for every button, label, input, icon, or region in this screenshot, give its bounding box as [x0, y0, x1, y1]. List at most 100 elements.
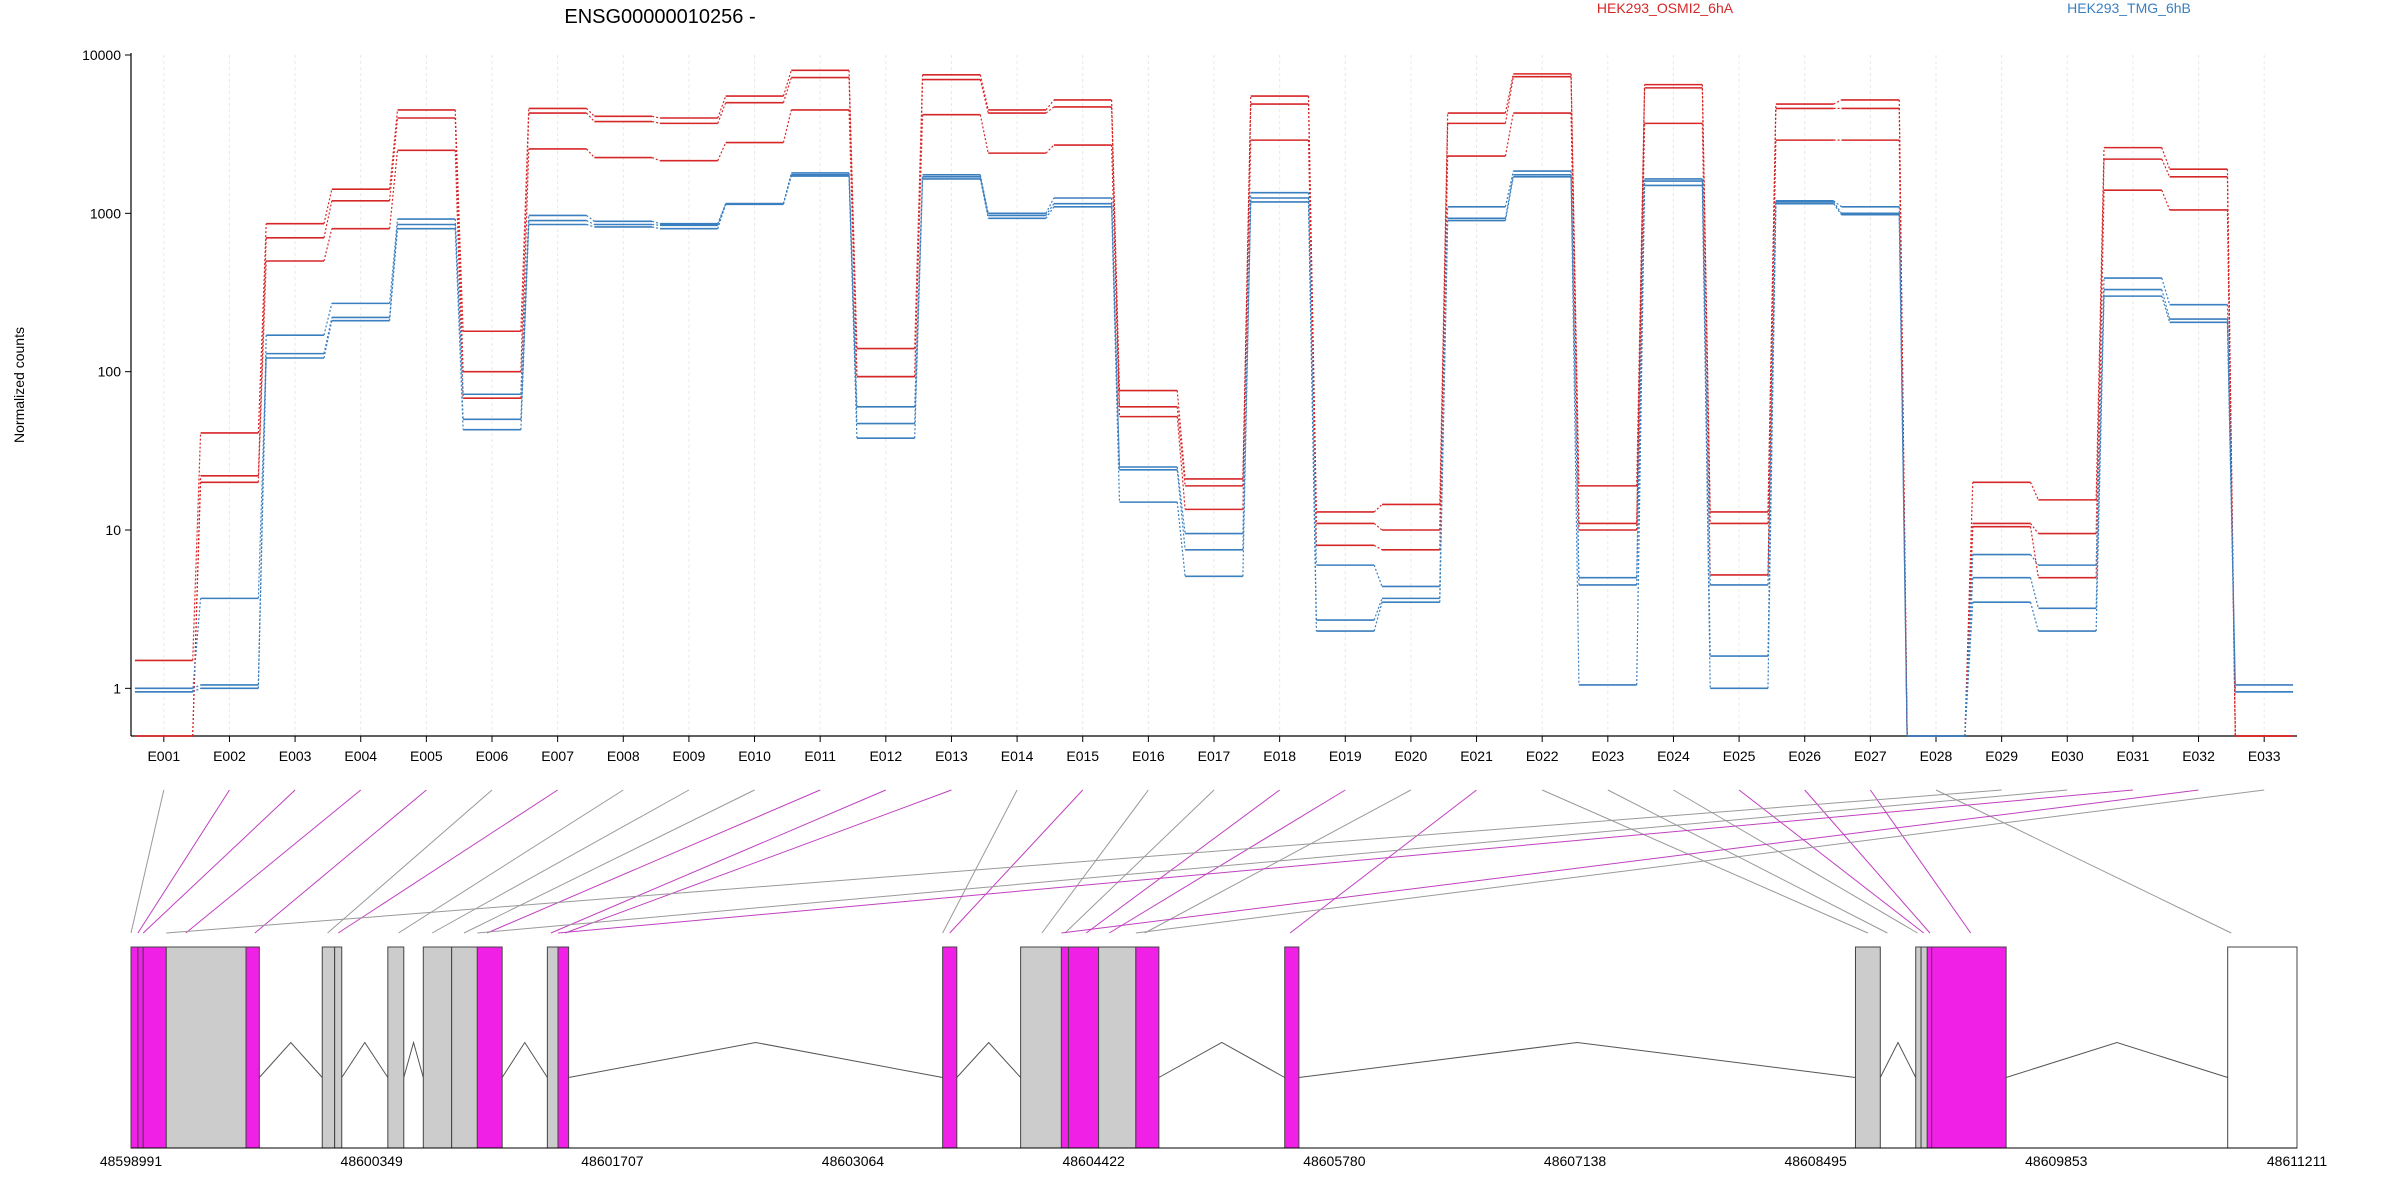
series-connector: [1373, 602, 1383, 632]
x-tick-label: E002: [213, 748, 246, 764]
series-connector: [1701, 178, 1711, 585]
legend-entry-osmi2: HEK293_OSMI2_6hA: [1597, 0, 1734, 16]
exon-connector: [398, 789, 624, 934]
exon-block: [165, 946, 247, 1149]
series-connector: [1176, 502, 1186, 577]
genome-tick-label: 48598991: [100, 1153, 163, 1169]
series-connector: [454, 150, 464, 399]
series-connector: [979, 114, 989, 154]
series-connector: [1045, 106, 1055, 114]
series-connector: [257, 357, 267, 689]
exon-connector: [130, 789, 165, 934]
series-connector: [586, 148, 595, 158]
intron-line: [1298, 1041, 1856, 1078]
series-connector: [717, 204, 727, 229]
exon-connector: [1061, 789, 2199, 934]
exon-connector: [477, 789, 2068, 934]
exon-connector: [337, 789, 558, 934]
series-connector: [2226, 304, 2236, 685]
series-connector: [389, 228, 399, 321]
series-connector: [1176, 416, 1186, 510]
series-connector: [1176, 469, 1186, 550]
series-connector: [1373, 564, 1383, 587]
intron-line: [2005, 1041, 2228, 1078]
series-connector: [323, 228, 333, 262]
x-tick-label: E015: [1066, 748, 1099, 764]
exon-block: [130, 946, 139, 1149]
series-connector: [1898, 213, 1908, 737]
series-connector: [1636, 178, 1646, 578]
series-connector: [1242, 201, 1252, 577]
plot-layer: 1 10 100 1000 10000 E001 E002 E003 E004 E005 E006 E…: [82, 47, 2297, 764]
intron-line: [1158, 1041, 1285, 1078]
series-connector: [192, 687, 201, 693]
series-connector: [2161, 158, 2171, 178]
series-connector: [1964, 482, 1974, 737]
series-connector: [1373, 504, 1383, 513]
genome-tick-label: 48603064: [822, 1153, 885, 1169]
x-tick-label: E023: [1591, 748, 1624, 764]
y-axis-label: Normalized counts: [11, 327, 27, 443]
x-tick-label: E030: [2051, 748, 2084, 764]
series-connector: [520, 108, 530, 332]
series-connector: [389, 150, 399, 229]
x-tick-label: E017: [1198, 748, 1231, 764]
series-connector: [1570, 113, 1580, 531]
y-tick-label: 100: [98, 364, 122, 380]
genome-tick-label: 48604422: [1062, 1153, 1125, 1169]
series-connector: [1504, 73, 1514, 114]
exon-block: [1067, 946, 1100, 1149]
x-tick-label: E020: [1395, 748, 1428, 764]
x-tick-label: E013: [935, 748, 968, 764]
series-connector: [2161, 289, 2171, 320]
exon-connector: [1607, 789, 1888, 934]
series-connector: [2161, 189, 2171, 211]
exon-connector: [557, 789, 2133, 934]
genome-tick-label: 48608495: [1784, 1153, 1847, 1169]
legend-entry-tmg: HEK293_TMG_6hB: [2067, 0, 2191, 16]
series-connector: [520, 113, 530, 372]
series-connector: [2030, 554, 2039, 566]
x-tick-label: E025: [1723, 748, 1756, 764]
exon-connector: [1108, 789, 1346, 934]
exon-connector: [1041, 789, 1149, 934]
exon-block: [1931, 946, 2007, 1149]
series-connector: [1964, 577, 1974, 737]
exon-block: [137, 946, 144, 1149]
exon-connector: [564, 789, 952, 934]
series-connector: [1570, 174, 1580, 585]
series-connector: [1176, 466, 1186, 534]
intron-line: [341, 1041, 389, 1078]
series-connector: [257, 353, 267, 599]
series-connector: [717, 142, 727, 161]
series-connector: [1045, 206, 1055, 219]
series-connector: [914, 178, 924, 439]
y-tick-label: 10: [105, 522, 121, 538]
exon-connector: [142, 789, 296, 934]
intron-line: [956, 1041, 1021, 1078]
series-connector: [2029, 602, 2039, 632]
exon-connector: [942, 789, 1018, 934]
x-tick-label: E014: [1001, 748, 1034, 764]
series-connector: [1833, 200, 1842, 208]
exon-block: [387, 946, 405, 1149]
series-connector: [586, 223, 595, 228]
series-connector: [192, 684, 201, 689]
exon-connector: [949, 789, 1084, 934]
series-connector: [979, 176, 989, 216]
exon-block: [1920, 946, 1928, 1149]
x-tick-label: E008: [607, 748, 640, 764]
intron-line: [501, 1041, 548, 1078]
x-tick-label: E007: [541, 748, 574, 764]
genome-tick-label: 48600349: [341, 1153, 404, 1169]
series-connector: [1570, 176, 1580, 685]
series-connector: [1964, 526, 1974, 737]
series-connector: [323, 317, 333, 354]
x-tick-label: E033: [2248, 748, 2281, 764]
series-connector: [1373, 598, 1383, 621]
exon-connector: [1135, 789, 2265, 934]
exon-block: [546, 946, 559, 1149]
x-tick-label: E009: [673, 748, 706, 764]
series-connector: [1373, 522, 1383, 531]
